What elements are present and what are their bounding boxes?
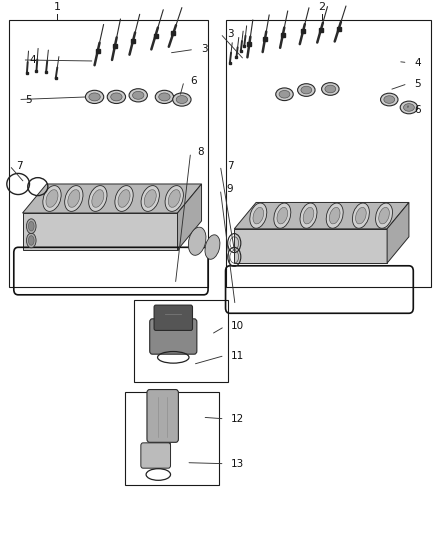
Text: 5: 5	[414, 79, 421, 88]
Ellipse shape	[144, 190, 156, 207]
Ellipse shape	[329, 207, 340, 224]
Ellipse shape	[165, 185, 184, 212]
Text: 3: 3	[227, 29, 233, 38]
Polygon shape	[177, 184, 201, 250]
Ellipse shape	[26, 233, 36, 248]
FancyBboxPatch shape	[150, 319, 197, 354]
Ellipse shape	[276, 88, 293, 101]
Ellipse shape	[274, 203, 291, 228]
Ellipse shape	[26, 219, 36, 233]
Ellipse shape	[133, 91, 144, 99]
Ellipse shape	[28, 236, 34, 245]
Ellipse shape	[205, 235, 220, 259]
Ellipse shape	[353, 203, 369, 228]
Ellipse shape	[297, 84, 315, 96]
Ellipse shape	[321, 83, 339, 95]
Text: 6: 6	[414, 105, 421, 115]
Polygon shape	[22, 213, 177, 250]
Ellipse shape	[85, 90, 104, 103]
Text: 11: 11	[231, 351, 244, 360]
Text: 10: 10	[231, 321, 244, 332]
FancyBboxPatch shape	[147, 390, 178, 442]
FancyBboxPatch shape	[154, 305, 192, 330]
Text: 8: 8	[197, 147, 204, 157]
Text: 9: 9	[227, 184, 233, 194]
FancyBboxPatch shape	[141, 443, 170, 468]
Polygon shape	[387, 203, 409, 263]
Bar	[10, 20, 208, 287]
Text: 5: 5	[25, 94, 32, 104]
Bar	[134, 300, 228, 382]
Ellipse shape	[115, 185, 133, 212]
Ellipse shape	[400, 101, 418, 114]
Ellipse shape	[88, 185, 107, 212]
Ellipse shape	[168, 190, 180, 207]
Text: 2: 2	[318, 3, 325, 12]
Ellipse shape	[279, 91, 290, 98]
Ellipse shape	[356, 207, 366, 224]
Ellipse shape	[176, 95, 187, 103]
Text: 1: 1	[54, 3, 61, 12]
Text: 7: 7	[227, 160, 233, 171]
Text: 4: 4	[29, 55, 36, 65]
Ellipse shape	[107, 90, 126, 103]
Ellipse shape	[384, 96, 395, 103]
Ellipse shape	[155, 90, 173, 103]
Ellipse shape	[92, 190, 104, 207]
Ellipse shape	[381, 93, 398, 106]
Text: 3: 3	[201, 44, 207, 54]
Ellipse shape	[301, 86, 312, 94]
Ellipse shape	[303, 207, 314, 224]
Polygon shape	[22, 184, 201, 213]
Ellipse shape	[325, 85, 336, 93]
Text: 4: 4	[414, 58, 421, 68]
Text: 13: 13	[231, 459, 244, 469]
Ellipse shape	[28, 221, 34, 231]
Text: 7: 7	[16, 160, 23, 171]
Ellipse shape	[277, 207, 288, 224]
Ellipse shape	[141, 185, 159, 212]
Ellipse shape	[129, 88, 148, 102]
Ellipse shape	[300, 203, 317, 228]
Ellipse shape	[46, 190, 58, 207]
Ellipse shape	[379, 207, 389, 224]
Ellipse shape	[250, 203, 267, 228]
Bar	[125, 392, 219, 485]
Ellipse shape	[89, 93, 100, 101]
Ellipse shape	[43, 185, 61, 212]
Ellipse shape	[253, 207, 264, 224]
Ellipse shape	[111, 93, 122, 101]
Text: 12: 12	[231, 414, 244, 424]
Text: 6: 6	[191, 76, 197, 86]
Ellipse shape	[118, 190, 130, 207]
Ellipse shape	[173, 93, 191, 106]
Ellipse shape	[326, 203, 343, 228]
Ellipse shape	[68, 190, 80, 207]
Ellipse shape	[403, 103, 414, 111]
Polygon shape	[234, 203, 409, 229]
Polygon shape	[234, 229, 387, 263]
Ellipse shape	[188, 227, 206, 255]
Ellipse shape	[375, 203, 392, 228]
Ellipse shape	[65, 185, 83, 212]
Bar	[226, 20, 431, 287]
Ellipse shape	[159, 93, 170, 101]
